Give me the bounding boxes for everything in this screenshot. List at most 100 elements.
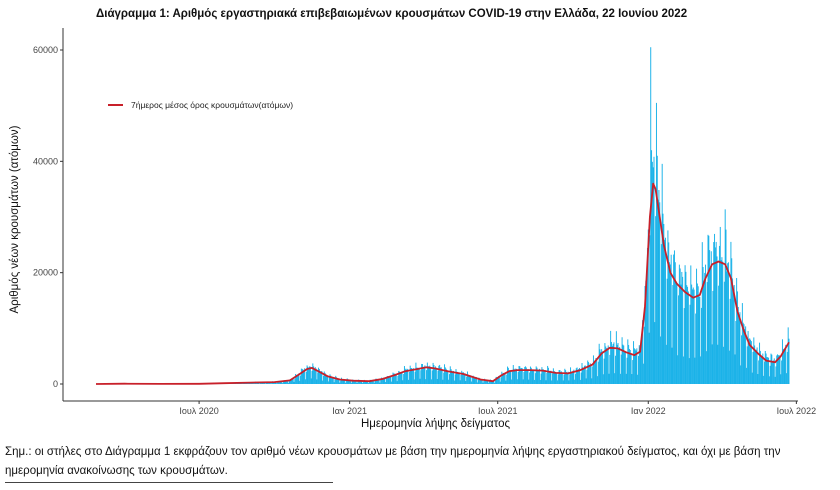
daily-case-bar: [649, 235, 651, 384]
daily-case-bar: [744, 329, 746, 384]
daily-case-bar: [741, 303, 743, 384]
daily-case-bar: [763, 375, 765, 384]
daily-case-bar: [357, 381, 359, 384]
daily-case-bar: [565, 370, 567, 384]
daily-case-bar: [259, 382, 261, 384]
daily-case-bar: [773, 358, 775, 384]
daily-case-bar: [621, 337, 623, 384]
daily-case-bar: [592, 355, 594, 384]
daily-case-bar: [402, 380, 404, 384]
daily-case-bar: [358, 379, 360, 384]
daily-case-bar: [404, 368, 406, 384]
daily-case-bar: [503, 373, 505, 384]
daily-case-bar: [533, 370, 535, 384]
daily-case-bar: [303, 370, 305, 384]
daily-case-bar: [613, 342, 615, 384]
daily-case-bar: [608, 373, 610, 384]
daily-case-bar: [424, 365, 426, 384]
daily-case-bar: [458, 373, 460, 384]
daily-case-bar: [502, 372, 504, 384]
daily-case-bar: [419, 378, 421, 384]
daily-case-bar: [760, 356, 762, 384]
daily-case-bar: [299, 380, 301, 384]
daily-case-bar: [314, 367, 316, 384]
daily-case-bar: [682, 276, 684, 384]
daily-case-bar: [394, 374, 396, 384]
daily-case-bar: [754, 350, 756, 384]
daily-case-bar: [364, 380, 366, 384]
daily-case-bar: [361, 380, 363, 384]
daily-case-bar: [384, 378, 386, 384]
seven-day-average-line: [95, 182, 790, 385]
daily-case-bar: [277, 382, 279, 384]
daily-case-bar: [637, 374, 639, 384]
daily-case-bar: [412, 369, 414, 384]
daily-case-bar: [678, 295, 680, 384]
daily-case-bar: [290, 379, 292, 384]
daily-case-bar: [580, 372, 582, 384]
daily-case-bar: [486, 379, 488, 384]
daily-case-bar: [556, 380, 558, 384]
daily-case-bar: [786, 351, 788, 384]
daily-case-bar: [373, 382, 375, 384]
daily-case-bar: [367, 380, 369, 384]
daily-case-bar: [492, 381, 494, 384]
daily-case-bar: [342, 379, 344, 384]
daily-case-bar: [462, 372, 464, 384]
daily-case-bar: [600, 351, 602, 384]
daily-case-bar: [302, 369, 304, 384]
x-tick-label: Ιουλ 2021: [478, 406, 517, 416]
daily-case-bar: [270, 383, 272, 384]
daily-case-bar: [482, 382, 484, 384]
daily-case-bar: [619, 373, 621, 384]
daily-case-bar: [279, 381, 281, 384]
daily-case-bar: [542, 369, 544, 384]
daily-case-bar: [584, 365, 586, 384]
daily-case-bar: [577, 370, 579, 384]
daily-case-bar: [337, 378, 339, 384]
daily-case-bar: [787, 327, 789, 384]
daily-case-bar: [347, 379, 349, 384]
daily-case-bar: [334, 379, 336, 384]
daily-case-bar: [758, 360, 760, 384]
daily-case-bar: [529, 372, 531, 384]
daily-case-bar: [634, 349, 636, 384]
chart-title: Διάγραμμα 1: Αριθμός εργαστηριακά επιβεβ…: [96, 8, 688, 20]
daily-case-bar: [463, 374, 465, 384]
daily-case-bar: [381, 377, 383, 384]
daily-case-bar: [561, 372, 563, 384]
daily-case-bar: [689, 304, 691, 384]
daily-case-bar: [514, 369, 516, 384]
daily-case-bar: [493, 380, 495, 384]
daily-case-bar: [491, 380, 493, 384]
daily-case-bar: [726, 271, 728, 384]
daily-case-bar: [656, 155, 658, 384]
daily-case-bar: [582, 367, 584, 384]
daily-case-bar: [775, 366, 777, 384]
daily-case-bar: [413, 379, 415, 384]
daily-case-bar: [753, 337, 755, 384]
x-tick-label: Ιουλ 2022: [777, 406, 816, 416]
daily-case-bar: [276, 383, 278, 384]
daily-case-bar: [525, 367, 527, 384]
daily-case-bar: [298, 373, 300, 384]
daily-case-bar: [638, 345, 640, 384]
daily-case-bar: [739, 312, 741, 384]
daily-case-bar: [322, 375, 324, 384]
daily-case-bar: [377, 379, 379, 384]
daily-case-bar: [559, 370, 561, 384]
daily-case-bar: [474, 377, 476, 384]
daily-case-bar: [745, 367, 747, 384]
daily-case-bar: [704, 272, 706, 384]
daily-case-bar: [705, 351, 707, 384]
daily-case-bar: [675, 281, 677, 384]
daily-case-bar: [421, 363, 423, 384]
daily-case-bar: [711, 344, 713, 384]
daily-case-bar: [601, 351, 603, 384]
daily-case-bar: [453, 380, 455, 384]
daily-case-bar: [772, 360, 774, 384]
daily-case-bar: [680, 284, 682, 384]
daily-case-bar: [433, 364, 435, 384]
daily-case-bar: [466, 376, 468, 384]
daily-case-bar: [547, 365, 549, 384]
